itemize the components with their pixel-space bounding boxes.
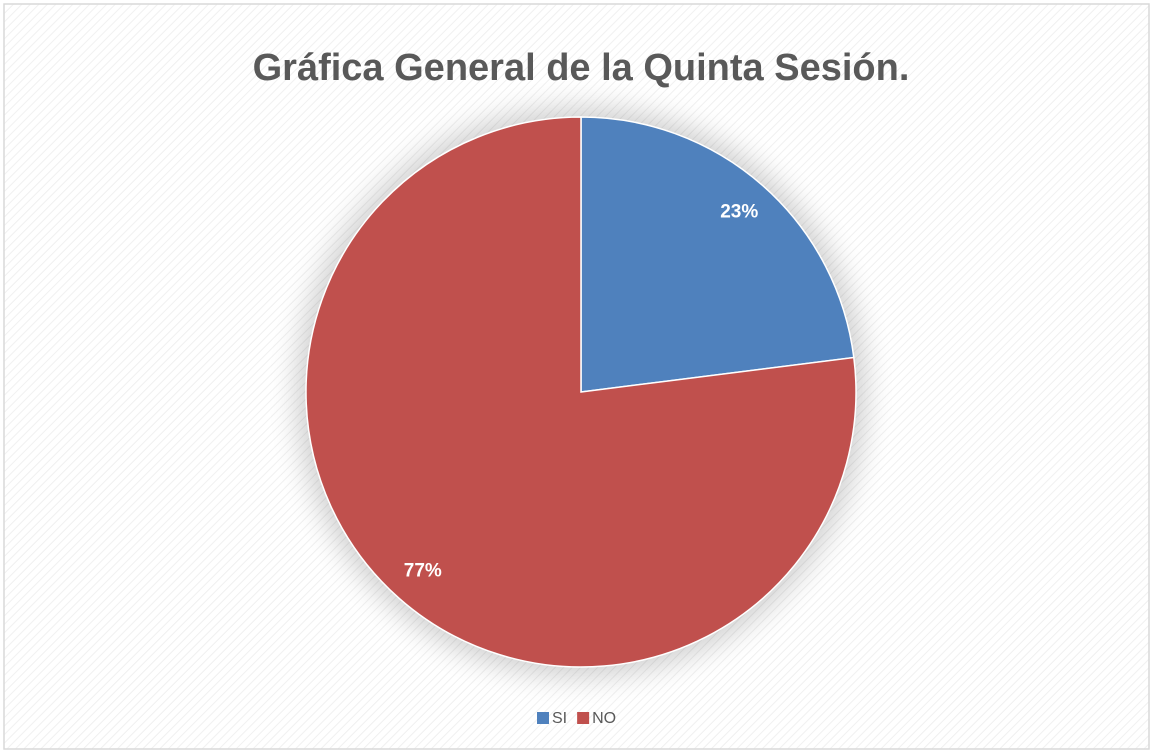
legend-label: NO — [592, 710, 616, 727]
chart-title: Gráfica General de la Quinta Sesión. — [253, 47, 910, 89]
legend-label: SI — [552, 710, 567, 727]
pie-slice — [305, 116, 857, 668]
legend: SI NO — [537, 710, 616, 727]
legend-swatch — [537, 712, 549, 724]
pie-slice — [580, 116, 855, 393]
pie: 23% 77% — [305, 116, 857, 668]
legend-swatch — [577, 712, 590, 724]
data-label: 23% — [720, 202, 758, 223]
data-label: 77% — [404, 560, 442, 581]
